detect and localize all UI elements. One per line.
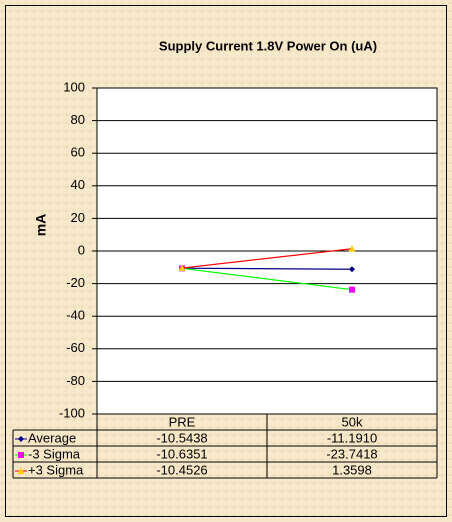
legend-key-marker <box>17 467 25 474</box>
chart-border <box>5 5 447 517</box>
y-tick-label: -100 <box>59 405 85 420</box>
y-tick-label: 80 <box>71 112 85 127</box>
y-tick-label: 0 <box>78 242 85 257</box>
series-line <box>181 248 353 269</box>
y-tick-label: -40 <box>66 308 85 323</box>
table-value: -23.7418 <box>326 446 377 461</box>
legend-label: -3 Sigma <box>28 446 81 461</box>
series-marker <box>348 245 356 252</box>
table-value: -10.6351 <box>156 446 207 461</box>
y-axis-label: mA <box>33 214 49 237</box>
legend-label: +3 Sigma <box>28 462 84 477</box>
series-line <box>181 267 353 270</box>
series-marker <box>349 286 355 293</box>
y-tick-label: 60 <box>71 145 85 160</box>
x-tick-label: 50k <box>342 414 363 429</box>
x-tick-label: PRE <box>169 414 196 429</box>
table-value: -11.1910 <box>327 430 377 445</box>
legend-key-marker <box>18 452 24 458</box>
series-marker <box>178 264 186 272</box>
legend-label: Average <box>28 430 76 445</box>
table-value: -10.4526 <box>156 462 207 477</box>
y-tick-label: 20 <box>71 210 85 225</box>
legend-key-marker <box>18 436 24 442</box>
y-tick-label: 100 <box>63 79 85 94</box>
series-marker <box>349 266 355 273</box>
y-tick-label: -20 <box>66 275 85 290</box>
y-tick-label: -60 <box>66 340 85 355</box>
chart-title: Supply Current 1.8V Power On (uA) <box>159 38 377 53</box>
table-value: 1.3598 <box>332 462 372 477</box>
y-tick-label: -80 <box>66 373 85 388</box>
table-value: -10.5438 <box>156 430 207 445</box>
y-tick-label: 40 <box>71 177 85 192</box>
series-line <box>181 267 353 291</box>
